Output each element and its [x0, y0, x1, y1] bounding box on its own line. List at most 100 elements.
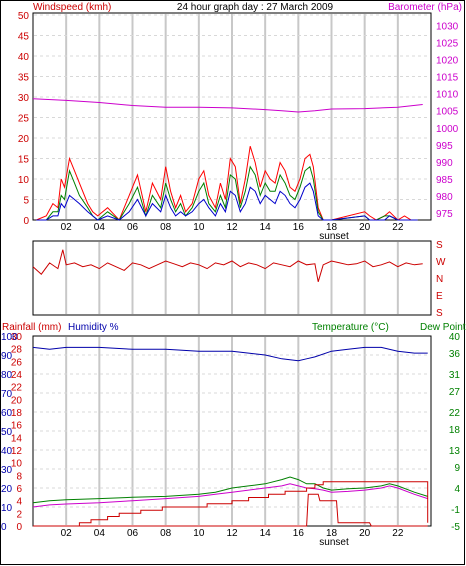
- humidity-tick: 100: [1, 332, 18, 343]
- barometer-tick: 1000: [436, 124, 459, 135]
- rainfall-total-line: [33, 481, 429, 527]
- windspeed-tick: 35: [18, 73, 30, 84]
- hour-tick: 08: [160, 222, 172, 233]
- humidity-line: [32, 346, 428, 362]
- rainfall-tick: 8: [16, 471, 22, 482]
- barometer-tick: 1010: [436, 90, 459, 101]
- hour-tick: 14: [260, 222, 272, 233]
- hour-tick: 18: [326, 222, 338, 233]
- rainfall-tick: 4: [16, 497, 22, 508]
- sunset-label-bottom: sunset: [319, 537, 349, 548]
- rainfall-tick: 14: [11, 433, 23, 444]
- barometer-tick: 995: [436, 141, 453, 152]
- rainfall-tick: 30: [11, 332, 23, 343]
- humidity-tick: 30: [1, 465, 13, 476]
- temperature-tick: 40: [449, 332, 461, 343]
- windspeed-axis-label: Windspeed (kmh): [33, 2, 111, 13]
- hour-tick: 22: [392, 528, 404, 539]
- hour-tick: 20: [359, 222, 371, 233]
- temperature-tick: 27: [449, 387, 461, 398]
- windspeed-tick: 50: [18, 11, 30, 22]
- hour-tick: 04: [94, 528, 106, 539]
- hour-tick: 18: [326, 528, 338, 539]
- windspeed-tick: 5: [23, 196, 29, 207]
- windspeed-tick: 20: [18, 134, 30, 145]
- direction-tick: E: [436, 291, 443, 302]
- dewpoint-line: [32, 483, 428, 508]
- humidity-tick: 90: [1, 351, 13, 362]
- temperature-tick: -1: [451, 505, 460, 516]
- temperature-tick: 18: [449, 425, 461, 436]
- hour-tick: 22: [392, 222, 404, 233]
- barometer-axis-label: Barometer (hPa): [388, 2, 462, 13]
- windspeed-tick: 10: [18, 175, 30, 186]
- temperature-tick: 13: [449, 446, 461, 457]
- hour-tick: 02: [61, 222, 73, 233]
- humidity-tick: 60: [1, 408, 13, 419]
- wind-barometer-panel: Windspeed (kmh) 24 hour graph day : 27 M…: [18, 2, 462, 242]
- barometer-tick: 990: [436, 158, 453, 169]
- rainfall-tick: 28: [11, 345, 23, 356]
- rainfall-tick: 0: [16, 522, 22, 533]
- temperature-tick: -5: [451, 522, 460, 533]
- barometer-tick: 1025: [436, 38, 459, 49]
- temperature-axis-label: Temperature (°C): [312, 322, 389, 333]
- temperature-tick: 31: [449, 370, 461, 381]
- wind-speed-line: [36, 182, 418, 221]
- humidity-tick: 20: [1, 484, 13, 495]
- hour-tick: 10: [193, 528, 205, 539]
- barometer-tick: 985: [436, 175, 453, 186]
- windspeed-tick: 25: [18, 114, 30, 125]
- windspeed-tick: 45: [18, 32, 30, 43]
- windspeed-tick: 0: [23, 216, 29, 227]
- windspeed-tick: 30: [18, 93, 30, 104]
- wind-direction-line: [32, 249, 423, 282]
- windspeed-tick: 40: [18, 52, 30, 63]
- temperature-tick: 4: [454, 484, 460, 495]
- humidity-tick: 10: [1, 503, 13, 514]
- rainfall-tick: 12: [11, 446, 23, 457]
- hour-tick: 20: [359, 528, 371, 539]
- rainfall-tick: 22: [11, 383, 23, 394]
- hour-tick: 12: [226, 528, 238, 539]
- windspeed-tick: 15: [18, 155, 30, 166]
- rainfall-axis-label: Rainfall (mm): [2, 322, 61, 333]
- rainfall-tick: 18: [11, 408, 23, 419]
- direction-tick: W: [436, 257, 446, 268]
- rainfall-tick: 2: [16, 509, 22, 520]
- rain-rate-line: [33, 493, 428, 527]
- barometer-tick: 1030: [436, 21, 459, 32]
- hour-tick: 12: [226, 222, 238, 233]
- hour-tick: 14: [260, 528, 272, 539]
- chart-title: 24 hour graph day : 27 March 2009: [177, 2, 334, 13]
- barometer-tick: 980: [436, 192, 453, 203]
- barometer-line: [32, 98, 423, 113]
- humidity-tick: 0: [1, 522, 7, 533]
- hour-tick: 16: [293, 222, 305, 233]
- hour-tick: 10: [193, 222, 205, 233]
- temperature-tick: 22: [449, 408, 461, 419]
- hour-tick: 02: [61, 528, 73, 539]
- barometer-tick: 1020: [436, 55, 459, 66]
- barometer-tick: 1005: [436, 107, 459, 118]
- barometer-tick: 975: [436, 209, 453, 220]
- temperature-line: [32, 476, 428, 504]
- humidity-tick: 40: [1, 446, 13, 457]
- humidity-tick: 70: [1, 389, 13, 400]
- rainfall-tick: 24: [11, 370, 23, 381]
- hour-tick: 16: [293, 528, 305, 539]
- rainfall-tick: 20: [11, 395, 23, 406]
- temperature-tick: 9: [454, 463, 460, 474]
- hour-tick: 06: [127, 222, 139, 233]
- rainfall-tick: 26: [11, 357, 23, 368]
- rainfall-tick: 6: [16, 484, 22, 495]
- hour-tick: 08: [160, 528, 172, 539]
- sunset-label: sunset: [319, 231, 349, 242]
- temperature-tick: 36: [449, 349, 461, 360]
- humidity-tick: 50: [1, 427, 13, 438]
- barometer-tick: 1015: [436, 73, 459, 84]
- direction-tick: S: [436, 240, 443, 251]
